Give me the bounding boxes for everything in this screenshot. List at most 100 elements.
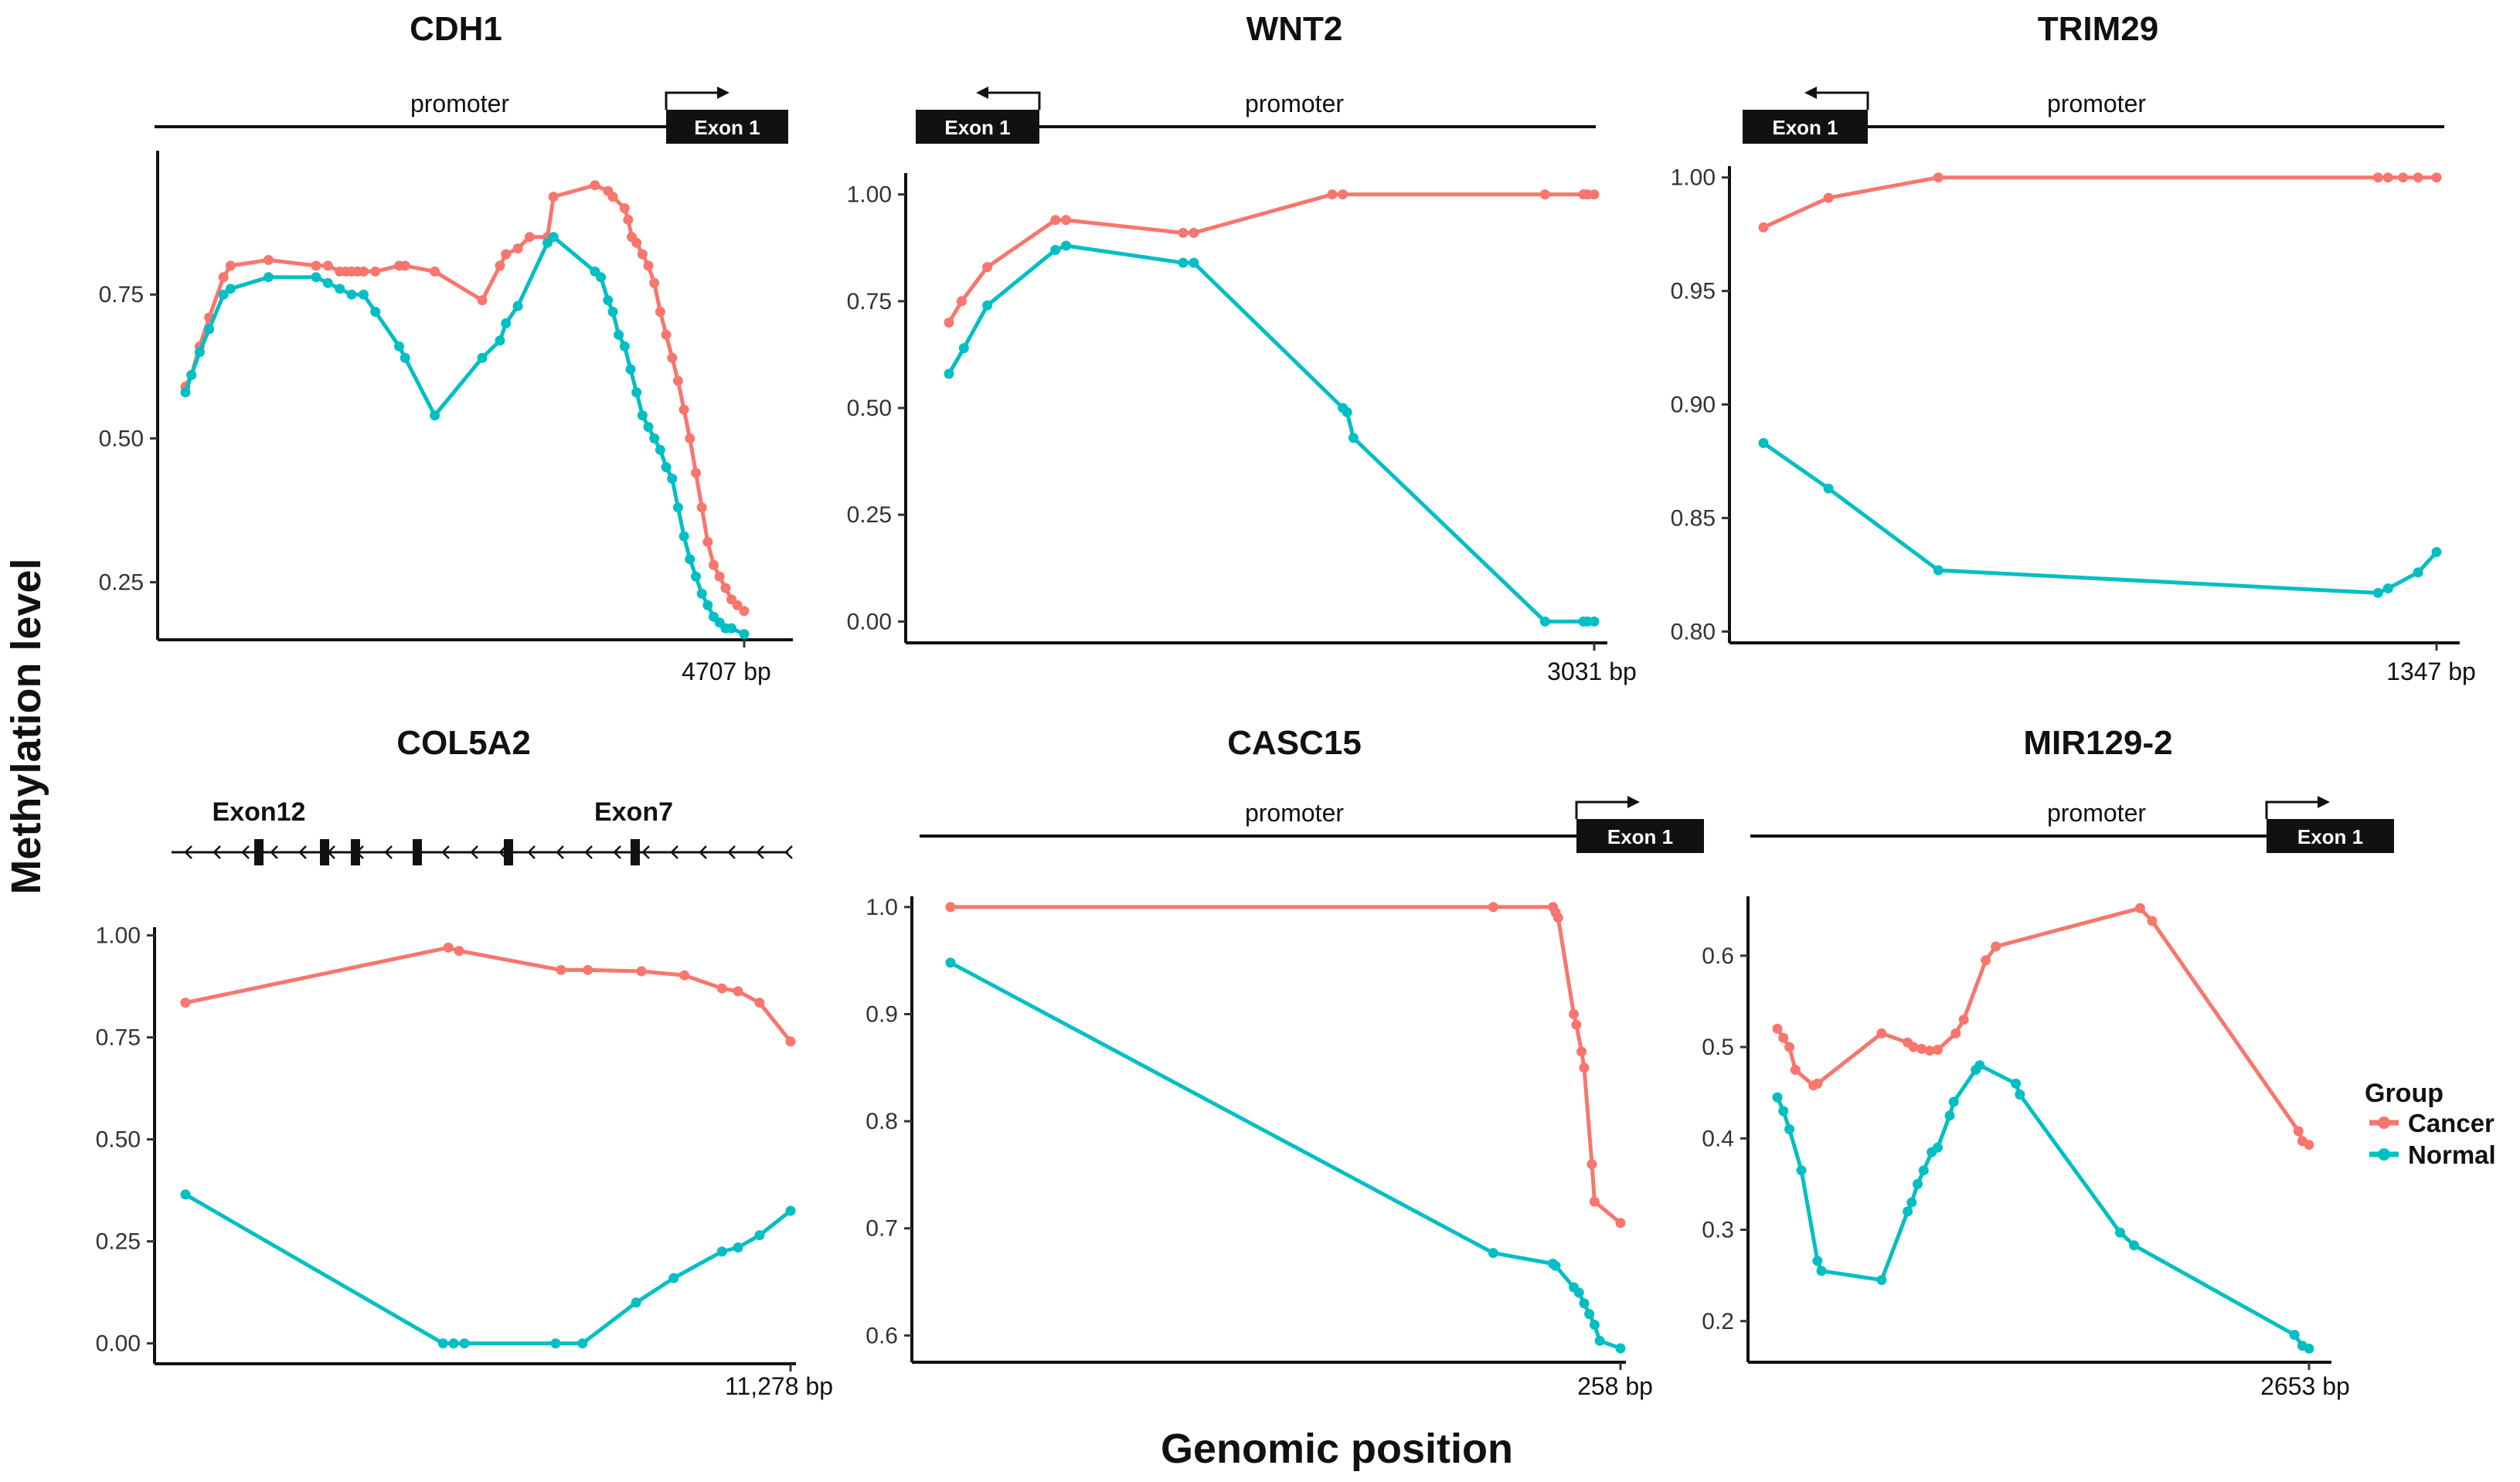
- tss-arrowhead: [2318, 796, 2330, 808]
- strand-arrow: [699, 845, 707, 859]
- data-point-normal: [785, 1205, 796, 1216]
- data-point-cancer: [1924, 1045, 1935, 1056]
- panel-mir129-2: MIR129-2 promoter Exon 1 0.2 0.3 0.4 0.5 0.6 265…: [1702, 724, 2394, 1400]
- legend-item-cancer: Cancer: [2369, 1109, 2494, 1137]
- data-point-cancer: [370, 266, 381, 277]
- data-point-cancer: [1812, 1078, 1823, 1089]
- exon-label: Exon 1: [694, 116, 760, 139]
- tss-arrow: [2265, 800, 2321, 819]
- legend-item-normal: Normal: [2369, 1140, 2496, 1169]
- data-point-normal: [603, 295, 614, 306]
- y-tick-label: 0.50: [847, 396, 892, 421]
- data-point-cancer: [2293, 1126, 2304, 1137]
- data-point-normal: [1812, 1256, 1823, 1266]
- data-point-cancer: [754, 998, 765, 1008]
- y-tick-label: 0.75: [847, 289, 892, 314]
- data-point-cancer: [944, 318, 954, 328]
- data-point-cancer: [739, 606, 750, 617]
- data-point-cancer: [1061, 215, 1071, 226]
- data-point-normal: [1778, 1106, 1789, 1117]
- strand-arrow: [613, 845, 621, 859]
- data-point-normal: [685, 554, 695, 565]
- data-point-cancer: [2304, 1140, 2314, 1151]
- exon-box: [1743, 110, 1868, 144]
- data-point-cancer: [2413, 172, 2423, 183]
- panel-wnt2: WNT2 promoter Exon 1 0.00 0.25 0.50 0.75 1.00 30…: [847, 10, 1637, 685]
- data-point-cancer: [2147, 916, 2158, 926]
- data-point-cancer: [636, 966, 647, 977]
- data-point-normal: [186, 369, 197, 380]
- strand-arrow: [213, 845, 221, 859]
- data-point-normal: [1584, 1309, 1595, 1320]
- data-point-cancer: [957, 296, 967, 307]
- data-point-normal: [596, 272, 607, 283]
- data-point-normal: [1342, 407, 1352, 417]
- data-point-cancer: [1586, 1159, 1597, 1170]
- data-point-cancer: [667, 352, 678, 363]
- data-point-normal: [739, 629, 750, 640]
- data-point-cancer: [619, 203, 630, 213]
- data-point-cancer: [649, 277, 660, 288]
- tss-arrowhead: [717, 87, 729, 99]
- data-point-cancer: [443, 942, 454, 953]
- data-point-cancer: [1050, 215, 1061, 226]
- data-point-normal: [667, 474, 678, 484]
- data-point-normal: [1589, 1320, 1600, 1330]
- panel-title: CASC15: [1227, 724, 1362, 762]
- data-point-normal: [702, 600, 713, 610]
- data-point-normal: [1589, 616, 1600, 627]
- legend-dot-cancer: [2378, 1117, 2390, 1129]
- series-line-cancer: [185, 945, 792, 1043]
- series-line-cancer: [183, 183, 746, 613]
- data-point-cancer: [945, 902, 956, 913]
- data-point-cancer: [655, 307, 665, 317]
- data-point-cancer: [643, 260, 654, 271]
- data-point-normal: [1876, 1275, 1887, 1286]
- data-point-cancer: [623, 214, 634, 225]
- data-point-cancer: [631, 237, 642, 248]
- data-point-normal: [2289, 1330, 2300, 1340]
- data-point-normal: [1061, 240, 1071, 251]
- tss-arrowhead: [1627, 796, 1640, 808]
- data-point-cancer: [1589, 189, 1600, 200]
- data-point-normal: [437, 1338, 448, 1349]
- strand-arrow: [556, 845, 564, 859]
- exon-block: [351, 839, 360, 865]
- strand-arrow: [784, 845, 793, 859]
- data-point-normal: [1579, 1298, 1590, 1309]
- strand-arrow: [241, 845, 250, 859]
- exon-label: Exon 1: [1772, 116, 1838, 139]
- data-point-normal: [264, 272, 274, 283]
- data-point-normal: [678, 531, 689, 542]
- x-end-label: 3031 bp: [1547, 658, 1637, 685]
- series-line-normal: [1775, 1063, 2310, 1351]
- data-point-cancer: [1189, 227, 1199, 238]
- data-point-cancer: [2134, 902, 2145, 913]
- data-point-normal: [1974, 1060, 1985, 1071]
- promoter-label: promoter: [1245, 799, 1344, 827]
- panel-title: MIR129-2: [2023, 724, 2172, 762]
- data-point-normal: [945, 957, 956, 968]
- legend-label-cancer: Cancer: [2408, 1109, 2494, 1137]
- y-tick-label: 0.5: [1702, 1035, 1734, 1060]
- data-point-normal: [1772, 1092, 1783, 1103]
- data-point-normal: [2413, 567, 2423, 578]
- data-point-normal: [607, 307, 618, 317]
- x-axis-title: Genomic position: [1161, 1426, 1513, 1472]
- data-point-cancer: [1981, 955, 1991, 966]
- data-point-cancer: [661, 329, 672, 340]
- y-tick-label: 0.4: [1702, 1126, 1734, 1151]
- data-point-normal: [619, 341, 630, 352]
- data-point-cancer: [225, 260, 236, 271]
- data-point-normal: [311, 272, 321, 283]
- data-point-cancer: [1908, 1042, 1919, 1052]
- data-point-cancer: [311, 260, 321, 271]
- data-point-normal: [194, 347, 205, 358]
- panel-trim29: TRIM29 promoter Exon 1 0.80 0.85 0.90 0.95 1.00…: [1671, 10, 2476, 685]
- data-point-cancer: [709, 559, 719, 570]
- data-point-cancer: [454, 946, 464, 957]
- data-point-cancer: [733, 986, 743, 997]
- data-point-normal: [501, 318, 512, 328]
- y-axis-title: Methylation level: [3, 558, 49, 894]
- data-point-cancer: [1488, 902, 1498, 913]
